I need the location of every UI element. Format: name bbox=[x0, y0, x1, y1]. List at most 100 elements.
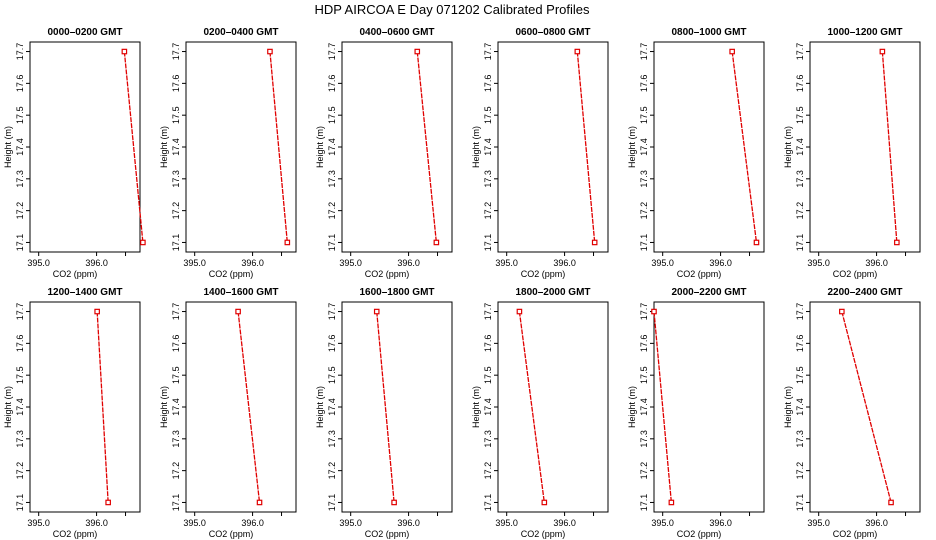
panel-7: 1200–1400 GMT 17.1 17.2 17.3 17.4 17.5 17.6 17.… bbox=[3, 287, 141, 539]
y-tick-label: 17.2 bbox=[171, 462, 181, 480]
y-tick-label: 17.2 bbox=[483, 462, 493, 480]
series-line bbox=[416, 51, 438, 243]
y-tick-label: 17.7 bbox=[795, 43, 805, 61]
y-tick-label: 17.5 bbox=[795, 366, 805, 384]
data-point bbox=[256, 499, 263, 506]
series-line bbox=[237, 311, 261, 503]
plot-box bbox=[653, 41, 765, 253]
panel-title: 0800–1000 GMT bbox=[671, 27, 746, 38]
data-point bbox=[94, 308, 100, 315]
data-point bbox=[888, 499, 894, 506]
y-tick-label: 17.6 bbox=[483, 75, 493, 93]
y-tick-label: 17.4 bbox=[171, 398, 181, 416]
x-tick-label: 396.0 bbox=[241, 258, 264, 268]
x-axis-label: CO2 (ppm) bbox=[677, 529, 722, 539]
y-tick-label: 17.7 bbox=[795, 303, 805, 321]
panel-6: 1000–1200 GMT 17.1 17.2 17.3 17.4 17.5 17.6 17.… bbox=[783, 27, 921, 279]
y-tick-label: 17.7 bbox=[327, 43, 337, 61]
y-tick-label: 17.4 bbox=[171, 138, 181, 156]
y-tick-label: 17.5 bbox=[483, 366, 493, 384]
data-point bbox=[591, 239, 598, 246]
y-tick-label: 17.7 bbox=[327, 303, 337, 321]
data-point bbox=[651, 308, 657, 315]
y-tick-label: 17.4 bbox=[327, 138, 337, 156]
y-tick-label: 17.1 bbox=[15, 234, 25, 252]
plot-box bbox=[497, 41, 609, 253]
y-axis-label: Height (m) bbox=[627, 126, 637, 168]
y-tick-label: 17.4 bbox=[639, 398, 649, 416]
series-line bbox=[123, 51, 144, 243]
y-tick-label: 17.3 bbox=[639, 170, 649, 188]
chart-panels: 0000–0200 GMT 17.1 17.2 17.3 17.4 17.5 17.6 17.… bbox=[3, 27, 921, 539]
panel-title: 1400–1600 GMT bbox=[203, 287, 278, 298]
y-tick-label: 17.6 bbox=[15, 75, 25, 93]
y-axis-label: Height (m) bbox=[315, 126, 325, 168]
x-axis-label: CO2 (ppm) bbox=[677, 269, 722, 279]
x-axis-label: CO2 (ppm) bbox=[521, 269, 566, 279]
y-tick-label: 17.3 bbox=[639, 430, 649, 448]
x-axis-label: CO2 (ppm) bbox=[833, 269, 878, 279]
panel-9: 1600–1800 GMT 17.1 17.2 17.3 17.4 17.5 17.6 17.… bbox=[315, 287, 453, 539]
y-tick-label: 17.6 bbox=[639, 75, 649, 93]
panel-1: 0000–0200 GMT 17.1 17.2 17.3 17.4 17.5 17.6 17.… bbox=[3, 27, 146, 279]
series-line bbox=[96, 311, 109, 503]
panel-5: 0800–1000 GMT 17.1 17.2 17.3 17.4 17.5 17.6 17.… bbox=[627, 27, 765, 279]
y-tick-label: 17.3 bbox=[171, 430, 181, 448]
panel-3: 0400–0600 GMT 17.1 17.2 17.3 17.4 17.5 17.6 17.… bbox=[315, 27, 453, 279]
panel-title: 0200–0400 GMT bbox=[203, 27, 278, 38]
x-axis-label: CO2 (ppm) bbox=[521, 529, 566, 539]
data-point bbox=[284, 239, 291, 246]
y-tick-label: 17.1 bbox=[639, 234, 649, 252]
series-line bbox=[518, 311, 545, 503]
y-tick-label: 17.6 bbox=[171, 75, 181, 93]
y-tick-label: 17.3 bbox=[15, 170, 25, 188]
plot-box bbox=[809, 41, 921, 253]
figure-title: HDP AIRCOA E Day 071202 Calibrated Profi… bbox=[314, 2, 590, 17]
series-line bbox=[576, 51, 596, 243]
y-axis-label: Height (m) bbox=[783, 126, 793, 168]
y-axis-label: Height (m) bbox=[315, 386, 325, 428]
panel-11: 2000–2200 GMT 17.1 17.2 17.3 17.4 17.5 17.6 17.… bbox=[627, 287, 765, 539]
y-tick-label: 17.1 bbox=[171, 494, 181, 512]
panel-title: 0400–0600 GMT bbox=[359, 27, 434, 38]
y-tick-label: 17.3 bbox=[15, 430, 25, 448]
panel-title: 2000–2200 GMT bbox=[671, 287, 746, 298]
y-tick-label: 17.4 bbox=[795, 138, 805, 156]
y-tick-label: 17.5 bbox=[483, 106, 493, 124]
y-axis-label: Height (m) bbox=[159, 386, 169, 428]
y-tick-label: 17.6 bbox=[795, 75, 805, 93]
plot-box bbox=[29, 41, 141, 253]
y-tick-label: 17.6 bbox=[795, 335, 805, 353]
y-tick-label: 17.6 bbox=[171, 335, 181, 353]
panel-title: 1000–1200 GMT bbox=[827, 27, 902, 38]
y-tick-label: 17.7 bbox=[15, 43, 25, 61]
x-tick-label: 396.0 bbox=[865, 258, 888, 268]
series-line bbox=[841, 311, 892, 503]
plot-box bbox=[653, 301, 765, 513]
x-tick-label: 395.0 bbox=[495, 258, 518, 268]
x-tick-label: 396.0 bbox=[397, 518, 420, 528]
data-point bbox=[105, 499, 111, 506]
x-axis-label: CO2 (ppm) bbox=[53, 529, 98, 539]
series-line bbox=[653, 311, 673, 503]
y-tick-label: 17.4 bbox=[795, 398, 805, 416]
x-tick-label: 396.0 bbox=[553, 518, 576, 528]
y-tick-label: 17.7 bbox=[171, 43, 181, 61]
data-point bbox=[433, 239, 440, 246]
x-tick-label: 395.0 bbox=[27, 258, 50, 268]
y-tick-label: 17.4 bbox=[639, 138, 649, 156]
x-tick-label: 395.0 bbox=[339, 518, 362, 528]
y-tick-label: 17.3 bbox=[483, 430, 493, 448]
x-tick-label: 395.0 bbox=[651, 518, 674, 528]
y-axis-label: Height (m) bbox=[783, 386, 793, 428]
y-tick-label: 17.6 bbox=[327, 335, 337, 353]
y-tick-label: 17.1 bbox=[795, 234, 805, 252]
series-line bbox=[269, 51, 288, 243]
y-tick-label: 17.6 bbox=[15, 335, 25, 353]
y-tick-label: 17.4 bbox=[327, 398, 337, 416]
y-tick-label: 17.3 bbox=[795, 170, 805, 188]
y-tick-label: 17.2 bbox=[483, 202, 493, 220]
y-tick-label: 17.5 bbox=[15, 106, 25, 124]
data-point bbox=[668, 499, 675, 506]
x-tick-label: 396.0 bbox=[709, 518, 732, 528]
